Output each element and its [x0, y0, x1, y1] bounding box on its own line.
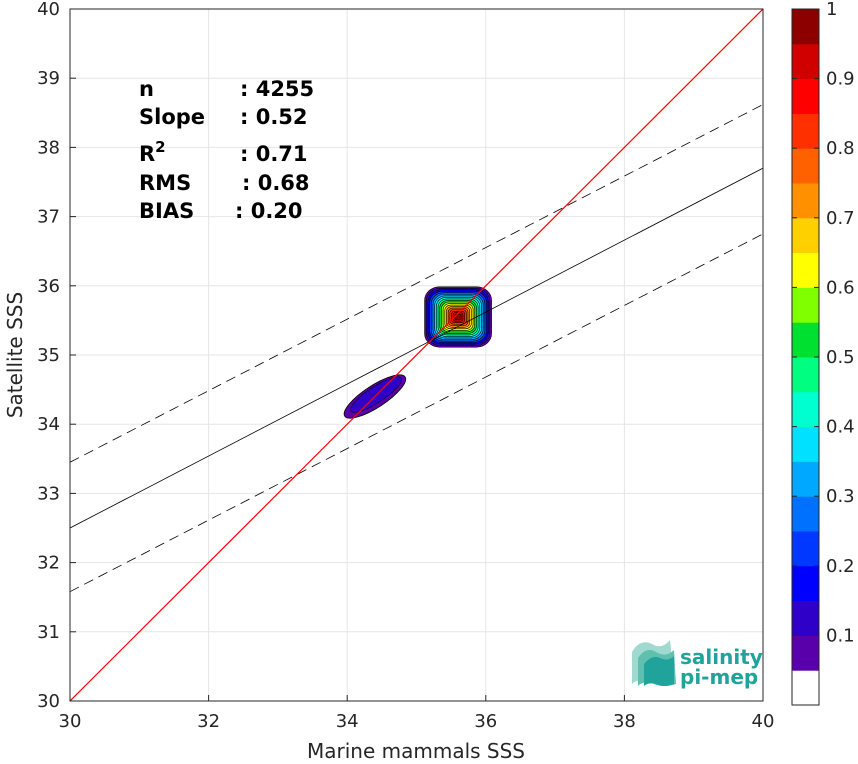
colorbar-swatch	[792, 183, 819, 219]
identity-line	[70, 9, 763, 701]
x-axis: 30 32 34 36 38 40	[59, 695, 775, 732]
colorbar-swatch	[792, 391, 819, 428]
colorbar-swatch	[792, 9, 819, 45]
colorbar-tick-label: 0.2	[826, 556, 855, 577]
x-tick-label: 34	[336, 711, 359, 732]
wave-layers-icon	[632, 640, 676, 686]
colorbar: 0.1 0.2 0.3 0.4 0.5 0.6 0.7 0.8 0.9 1	[791, 0, 855, 706]
colorbar-swatch	[792, 148, 819, 184]
colorbar-tick-label: 0.3	[826, 486, 855, 507]
colorbar-tick-label: 1	[826, 0, 837, 20]
colorbar-swatch	[792, 43, 819, 80]
stat-slope-label: Slope	[139, 105, 205, 129]
y-axis-label: Satellite SSS	[3, 292, 27, 418]
density-clusters	[343, 286, 492, 419]
colorbar-swatch	[792, 217, 819, 254]
stat-rms-value: : 0.68	[242, 171, 310, 195]
y-tick-label: 35	[37, 345, 60, 366]
colorbar-swatch	[792, 670, 819, 706]
colorbar-swatch	[792, 357, 819, 393]
y-tick-label: 30	[37, 691, 60, 712]
x-tick-label: 40	[752, 711, 775, 732]
stat-n-value: : 4255	[240, 77, 314, 101]
stat-bias-value: : 0.20	[235, 199, 303, 223]
colorbar-tick-label: 0.6	[826, 277, 855, 298]
colorbar-swatch	[792, 565, 819, 602]
colorbar-swatch	[792, 496, 819, 532]
colorbar-tick-label: 0.8	[826, 138, 855, 159]
y-tick-label: 31	[37, 622, 60, 643]
colorbar-swatch	[792, 287, 819, 323]
x-tick-label: 30	[59, 711, 82, 732]
x-tick-label: 32	[197, 711, 220, 732]
stat-n-label: n	[139, 77, 154, 101]
y-tick-label: 39	[37, 68, 60, 89]
colorbar-swatch	[792, 531, 819, 567]
y-axis: 30 31 32 33 34 35 36 37 38 39 40	[37, 0, 76, 712]
colorbar-swatch	[792, 78, 819, 114]
stat-bias-label: BIAS	[139, 199, 194, 223]
colorbar-tick-label: 0.5	[826, 347, 855, 368]
salinity-pi-mep-logo: salinity pi-mep	[632, 640, 763, 689]
x-tick-label: 38	[613, 711, 636, 732]
colorbar-tick-label: 0.9	[826, 69, 855, 90]
lower-bound-line	[70, 233, 763, 593]
y-tick-label: 36	[37, 276, 60, 297]
stat-r2-sup: 2	[155, 138, 165, 156]
colorbar-swatch	[792, 322, 819, 358]
stat-r2-base: R	[139, 142, 155, 166]
stat-rms-label: RMS	[139, 171, 191, 195]
logo-line1: salinity	[680, 645, 763, 669]
colorbar-tick-label: 0.4	[826, 417, 855, 438]
y-tick-label: 38	[37, 137, 60, 158]
y-tick-label: 37	[37, 207, 60, 228]
colorbar-swatch	[792, 426, 819, 462]
colorbar-swatch	[792, 635, 819, 671]
regression-line	[70, 167, 763, 529]
y-tick-label: 34	[37, 414, 60, 435]
stat-r2-value: : 0.71	[240, 142, 308, 166]
stat-slope-value: : 0.52	[240, 105, 308, 129]
y-tick-label: 33	[37, 483, 60, 504]
colorbar-swatch	[792, 600, 819, 636]
y-tick-label: 40	[37, 0, 60, 20]
colorbar-tick-label: 0.7	[826, 208, 855, 229]
colorbar-swatch	[792, 113, 819, 149]
stat-r2-label: R2	[139, 138, 166, 166]
upper-bound-line	[70, 104, 763, 463]
stats-box: n : 4255 Slope : 0.52 R2 : 0.71 RMS : 0.…	[139, 77, 314, 223]
grid	[69, 8, 764, 702]
colorbar-tick-label: 0.1	[826, 625, 855, 646]
colorbar-swatch	[792, 461, 819, 497]
x-axis-label: Marine mammals SSS	[307, 739, 525, 763]
logo-line2: pi-mep	[680, 665, 758, 689]
fit-lines	[70, 9, 763, 701]
x-tick-label: 36	[474, 711, 497, 732]
y-tick-label: 32	[37, 553, 60, 574]
colorbar-swatch	[792, 252, 819, 288]
